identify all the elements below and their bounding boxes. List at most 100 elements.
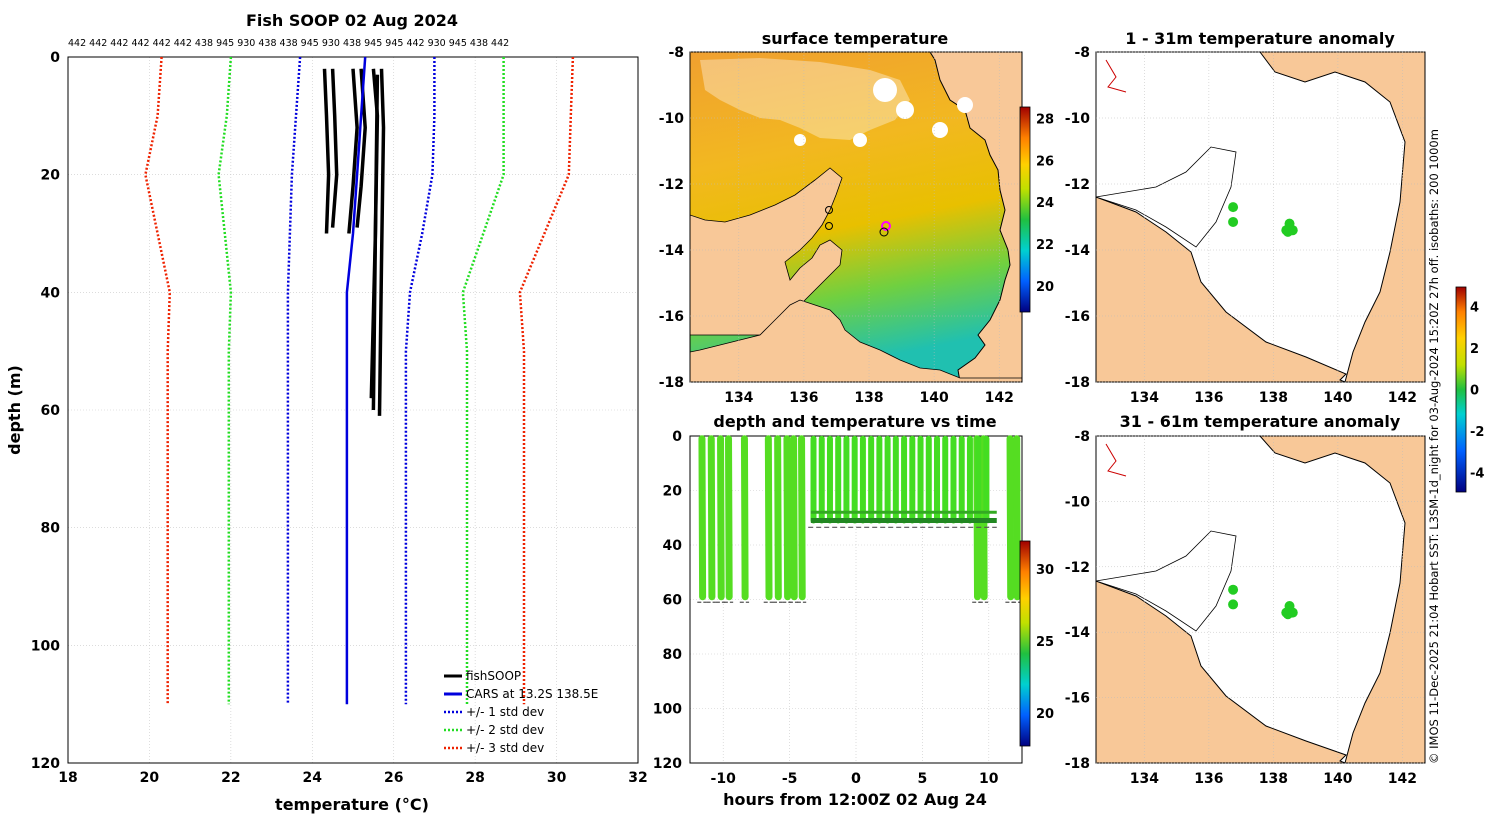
anomaly-title-1: 1 - 31m temperature anomaly — [1125, 29, 1395, 48]
colorbar-tick: -2 — [1470, 425, 1484, 440]
map-y-tick: -18 — [1065, 756, 1090, 772]
map-y-tick: -14 — [1065, 243, 1091, 259]
map-x-tick: 142 — [1388, 771, 1417, 787]
legend-2std: +/- 2 std dev — [466, 723, 544, 737]
anomaly-x-ticks: 134 136 138 140 142 — [1130, 390, 1417, 406]
std-dev-line — [518, 56, 575, 705]
colorbar-tick: 25 — [1036, 635, 1054, 650]
legend-cars: CARS at 13.2S 138.5E — [466, 687, 598, 701]
legend-1std: +/- 1 std dev — [466, 705, 544, 719]
profile-y-tick: 60 — [41, 403, 61, 419]
std-dev-line — [217, 56, 233, 705]
map-x-tick: 138 — [854, 390, 883, 406]
colorbar-tick: 0 — [1470, 384, 1479, 399]
colorbar-tick: 24 — [1036, 196, 1054, 211]
fishsoop-profile — [330, 68, 339, 228]
map-x-tick: 138 — [1259, 771, 1288, 787]
profile-cast-deep — [764, 435, 773, 601]
anomaly-point — [1228, 584, 1239, 595]
anomaly-point — [1228, 202, 1239, 213]
colorbar-tick: 20 — [1036, 707, 1054, 722]
profile-x-tick: 24 — [303, 770, 323, 786]
map-x-tick: 136 — [1194, 390, 1223, 406]
profile-y-tick: 40 — [41, 285, 61, 301]
fishsoop-profile — [377, 68, 386, 416]
sst-colorbar-ticks: 20 22 24 26 28 — [1036, 113, 1054, 295]
map-y-tick: -12 — [1065, 560, 1090, 576]
time-x-tick: -10 — [711, 771, 737, 787]
colorbar-tick: 28 — [1036, 113, 1054, 128]
time-colorbar-ticks: 20 25 30 — [1036, 563, 1054, 722]
time-panel: depth and temperature vs time -10 -5 0 5 100… — [653, 412, 1054, 809]
colorbar-tick: 22 — [1036, 238, 1054, 253]
map-x-tick: 134 — [1130, 771, 1159, 787]
profile-x-tick: 22 — [221, 770, 240, 786]
time-y-tick: 20 — [663, 484, 683, 500]
map-x-tick: 138 — [1259, 390, 1288, 406]
time-y-tick: 40 — [663, 538, 683, 554]
map-y-tick: -18 — [659, 375, 684, 391]
colorbar-tick: 2 — [1470, 342, 1479, 357]
profile-cast-deep — [790, 435, 798, 601]
anomaly-colorbar-ticks: 4 2 0 -2 -4 — [1470, 301, 1484, 482]
map-x-tick: 142 — [985, 390, 1014, 406]
anomaly-point — [1281, 225, 1292, 236]
profile-panel: Fish SOOP 02 Aug 2024 442 442 442 442 44… — [5, 11, 648, 814]
map-y-tick: -12 — [1065, 177, 1090, 193]
time-x-tick: 10 — [979, 771, 999, 787]
profile-y-tick: 120 — [31, 756, 60, 772]
profile-cast-deep — [798, 435, 806, 601]
anomaly-map-isobath — [1105, 443, 1127, 477]
time-colorbar — [1019, 540, 1031, 747]
profile-cast-deep — [725, 435, 733, 601]
anomaly-point — [1228, 216, 1239, 227]
profile-y-tick: 20 — [41, 168, 61, 184]
sst-map — [690, 52, 1022, 382]
anomaly-grid — [1096, 51, 1425, 383]
sst-x-ticks: 134 136 138 140 142 — [724, 390, 1014, 406]
time-x-tick: 0 — [851, 771, 861, 787]
map-x-tick: 140 — [1323, 771, 1352, 787]
profile-x-ticks: 18 20 22 24 26 28 30 32 — [58, 770, 647, 786]
time-title: depth and temperature vs time — [713, 412, 996, 431]
map-x-tick: 140 — [920, 390, 949, 406]
anomaly-map-3: 134 136 138 140 142 -8 -10 -12 -14 -16 -18 — [1065, 45, 1426, 406]
time-x-tick: 5 — [918, 771, 928, 787]
profile-cast-deep — [717, 435, 725, 601]
anomaly-colorbar-group: 4 2 0 -2 -4 — [1455, 286, 1484, 493]
map-y-tick: -8 — [1074, 45, 1090, 61]
anomaly-map-box — [1095, 51, 1426, 383]
profile-cast-deep — [774, 435, 782, 601]
time-xlabel: hours from 12:00Z 02 Aug 24 — [723, 790, 987, 809]
credit-text: © IMOS 11-Dec-2025 21:04 Hobart SST: L3S… — [1427, 129, 1441, 764]
profile-axes-box — [67, 56, 639, 764]
anomaly-map-gulf — [1095, 146, 1237, 248]
anomaly-y-ticks: -8 -10 -12 -14 -16 -18 — [1065, 45, 1091, 391]
colorbar-tick: 4 — [1470, 301, 1479, 316]
map-y-tick: -14 — [1065, 625, 1091, 641]
cars-mean-line — [345, 56, 367, 705]
map-y-tick: -8 — [1074, 429, 1090, 445]
time-y-tick: 60 — [663, 593, 683, 609]
map-y-tick: -10 — [1065, 111, 1091, 127]
profile-cast-deep — [1006, 435, 1015, 601]
anomaly-map-isobath — [1105, 59, 1127, 93]
map-y-tick: -10 — [1065, 494, 1091, 510]
profile-x-tick: 18 — [58, 770, 77, 786]
profile-y-tick: 100 — [31, 638, 60, 654]
map-x-tick: 136 — [789, 390, 818, 406]
time-x-tick: -5 — [782, 771, 798, 787]
map-y-tick: -8 — [668, 45, 684, 61]
time-y-tick: 100 — [653, 702, 682, 718]
map-y-tick: -14 — [659, 243, 685, 259]
profile-x-tick: 32 — [628, 770, 647, 786]
map-x-tick: 142 — [1388, 390, 1417, 406]
time-points — [697, 435, 1022, 603]
time-x-ticks: -10 -5 0 5 100 — [711, 771, 999, 787]
time-x-tick: 0 — [851, 771, 861, 787]
profile-legend: fishSOOP CARS at 13.2S 138.5E +/- 1 std … — [444, 669, 598, 755]
anomaly-map-gulf — [1095, 530, 1237, 632]
std-dev-line — [286, 56, 302, 705]
